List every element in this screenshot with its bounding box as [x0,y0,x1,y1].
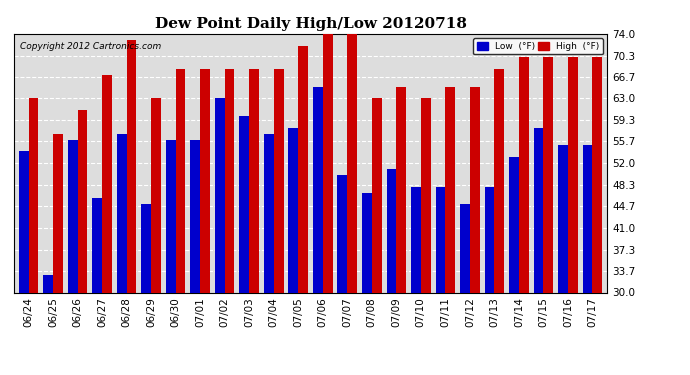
Bar [77,110,88,292]
Bar [445,87,455,292]
Bar [264,134,274,292]
Bar [411,187,421,292]
Bar [495,69,504,292]
Bar [215,99,225,292]
Bar [200,69,210,292]
Bar [249,69,259,292]
Bar [337,175,347,292]
Bar [568,57,578,292]
Bar [102,75,112,292]
Bar [166,140,176,292]
Legend: Low  (°F), High  (°F): Low (°F), High (°F) [473,38,602,54]
Bar [460,204,470,292]
Bar [313,87,323,292]
Bar [117,134,126,292]
Bar [274,69,284,292]
Bar [470,87,480,292]
Bar [347,34,357,292]
Bar [176,69,186,292]
Bar [593,57,602,292]
Bar [582,146,593,292]
Bar [288,128,298,292]
Bar [435,187,445,292]
Bar [19,152,28,292]
Bar [323,34,333,292]
Bar [239,116,249,292]
Title: Dew Point Daily High/Low 20120718: Dew Point Daily High/Low 20120718 [155,17,466,31]
Bar [519,57,529,292]
Bar [92,198,102,292]
Bar [421,99,431,292]
Bar [558,146,568,292]
Bar [225,69,235,292]
Bar [53,134,63,292]
Bar [43,275,53,292]
Bar [141,204,151,292]
Bar [126,40,137,292]
Bar [362,192,372,292]
Bar [68,140,77,292]
Bar [533,128,544,292]
Bar [28,99,39,292]
Bar [484,187,495,292]
Bar [509,157,519,292]
Bar [298,45,308,292]
Bar [396,87,406,292]
Bar [151,99,161,292]
Bar [544,57,553,292]
Bar [372,99,382,292]
Bar [190,140,200,292]
Text: Copyright 2012 Cartronics.com: Copyright 2012 Cartronics.com [20,42,161,51]
Bar [386,169,396,292]
